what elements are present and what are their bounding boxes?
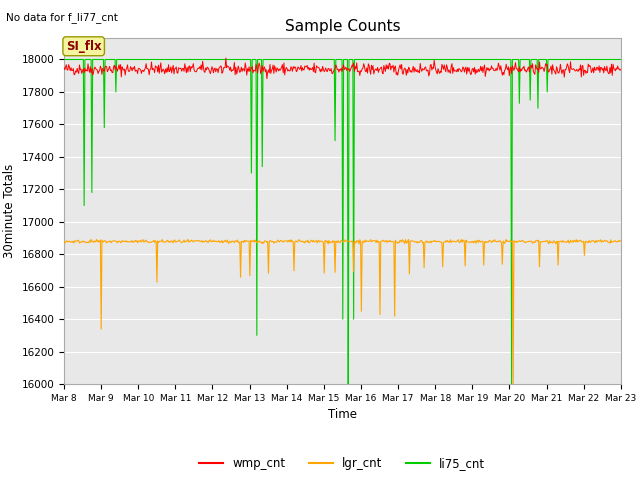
X-axis label: Time: Time: [328, 408, 357, 421]
Text: SI_flx: SI_flx: [66, 40, 102, 53]
Title: Sample Counts: Sample Counts: [285, 20, 400, 35]
Text: No data for f_li77_cnt: No data for f_li77_cnt: [6, 12, 118, 23]
Legend: wmp_cnt, lgr_cnt, li75_cnt: wmp_cnt, lgr_cnt, li75_cnt: [195, 453, 490, 475]
Y-axis label: 30minute Totals: 30minute Totals: [3, 164, 16, 258]
